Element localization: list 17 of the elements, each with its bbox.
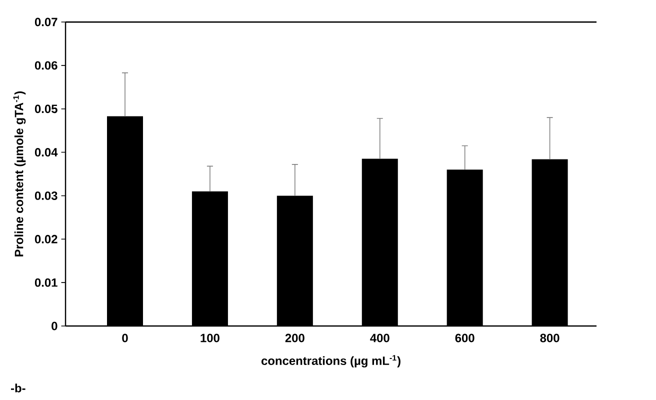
x-tick-label: 800 (540, 334, 560, 342)
x-tick-label: 200 (285, 334, 304, 342)
y-tick-label: 0.06 (34, 61, 58, 70)
x-axis-title: concentrations (µg mL$^{-1}$) (261, 355, 400, 368)
y-tick-label: 0.05 (34, 104, 58, 114)
y-tick-label: 0.07 (34, 18, 58, 26)
x-tick-label: 400 (370, 334, 390, 342)
x-tick-label: 0 (122, 334, 128, 342)
y-tick-label: 0.01 (34, 278, 58, 287)
y-tick-label: 0.03 (34, 191, 58, 200)
x-tick-label: 100 (200, 334, 220, 342)
y-axis-title: Proline content (µmole gTA$^{-1}$) (13, 91, 26, 256)
x-tick-label: 600 (455, 334, 474, 342)
y-tick-label: 0 (52, 322, 58, 330)
y-tick-label: 0.02 (34, 234, 58, 244)
y-tick-label: 0.04 (34, 148, 58, 157)
text: -b- (10, 384, 26, 392)
